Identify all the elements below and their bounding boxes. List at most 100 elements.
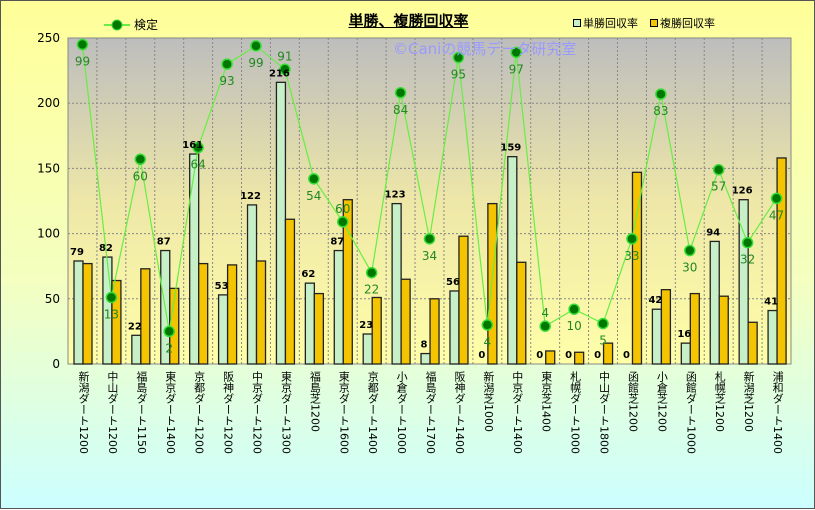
y-tick-label: 200 [37,96,60,110]
x-tick-label: 小倉ダート1000 [395,371,409,454]
place-bar [602,342,614,365]
win-value-label: 161 [182,140,203,151]
place-bar [573,351,585,365]
x-tick-label: 中山ダート1800 [597,371,611,454]
test-value-label: 60 [133,169,148,183]
win-bar [304,282,316,365]
win-bar [738,199,749,365]
x-tick-label: 東京ダート1600 [337,371,351,454]
legend-win: 単勝回収率 [573,15,638,31]
win-value-label: 79 [70,247,84,258]
win-value-label: 53 [215,281,229,292]
place-bar [198,262,209,365]
test-value-label: 99 [248,56,263,70]
legend-win-label: 単勝回収率 [583,17,638,30]
x-tick-label: 阪神ダート1400 [452,371,466,454]
win-value-label: 216 [269,68,290,79]
test-value-label: 97 [509,62,524,76]
win-bar [333,249,344,365]
test-point [221,58,233,70]
test-value-label: 47 [769,208,784,222]
legend-place: 複勝回収率 [650,15,715,31]
place-bar [747,321,758,365]
win-value-label: 42 [648,295,662,306]
test-point [279,63,291,76]
place-bar [487,202,498,365]
x-tick-label: 京都ダート1400 [366,371,380,454]
test-point [626,233,638,245]
x-tick-label: 新潟ダート1200 [77,371,90,454]
test-value-label: 2 [165,341,173,355]
test-value-label: 34 [422,249,437,263]
legend-win-swatch [573,19,581,27]
win-bar [391,202,402,365]
x-tick-label: 浦和ダート1400 [771,371,785,454]
win-value-label: 0 [565,350,572,361]
win-value-label: 0 [594,350,601,361]
win-bar [275,81,287,365]
x-tick-label: 阪神ダート1200 [221,371,235,454]
test-point [250,40,262,52]
win-value-label: 0 [623,350,630,361]
y-tick-label: 50 [45,292,60,306]
x-tick-label: 福島ダート1150 [134,371,148,454]
test-point [163,325,175,338]
win-bar [217,294,229,365]
test-point [76,38,89,51]
win-value-label: 94 [706,227,720,238]
win-bar [767,309,778,365]
win-value-label: 41 [764,297,778,308]
win-bar [420,352,431,365]
place-bar [545,350,556,365]
x-tick-label: 新潟芝1000 [481,371,495,432]
test-value-label: 4 [541,306,549,320]
place-bar [284,218,296,365]
legend-line-item: 検定 [104,16,158,33]
x-tick-label: 東京ダート1400 [163,371,177,454]
test-point [134,153,147,166]
win-bar [507,156,518,365]
win-bar [449,290,460,365]
place-bar [631,171,643,365]
test-point [684,244,696,257]
legend-place-swatch [650,19,658,27]
win-value-label: 22 [128,321,142,332]
place-bar [429,298,440,365]
test-point [452,51,465,64]
win-value-label: 56 [446,277,460,288]
legend-line-marker-icon [104,19,130,30]
test-value-label: 30 [682,261,697,275]
test-point [655,88,667,100]
x-tick-label: 函館芝1200 [626,371,640,432]
win-value-label: 16 [677,329,691,340]
test-point [481,319,494,331]
win-value-label: 87 [157,237,171,248]
test-value-label: 4 [484,335,492,349]
test-point [394,87,407,99]
watermark: ©Caniの競馬データ研究室 [393,40,577,58]
test-value-label: 13 [104,307,119,321]
test-value-label: 91 [277,49,292,63]
y-tick-label: 150 [37,161,60,175]
x-tick-label: 中京ダート1200 [250,371,264,454]
test-value-label: 84 [393,103,408,117]
win-bar [246,204,258,365]
x-tick-label: 札幌ダート1000 [568,371,582,454]
win-bar [73,260,84,365]
test-value-label: 99 [75,55,90,69]
place-bar [255,260,267,365]
place-bar [140,268,151,365]
win-bar [189,153,200,365]
place-bar [82,262,93,365]
place-bar [371,296,382,365]
place-bar [689,292,700,365]
place-bar [226,264,238,365]
win-bar [131,334,142,365]
test-point [568,303,580,315]
test-value-label: 33 [624,249,639,263]
test-value-label: 95 [451,68,466,82]
win-bar [680,342,691,365]
test-point [336,216,349,228]
